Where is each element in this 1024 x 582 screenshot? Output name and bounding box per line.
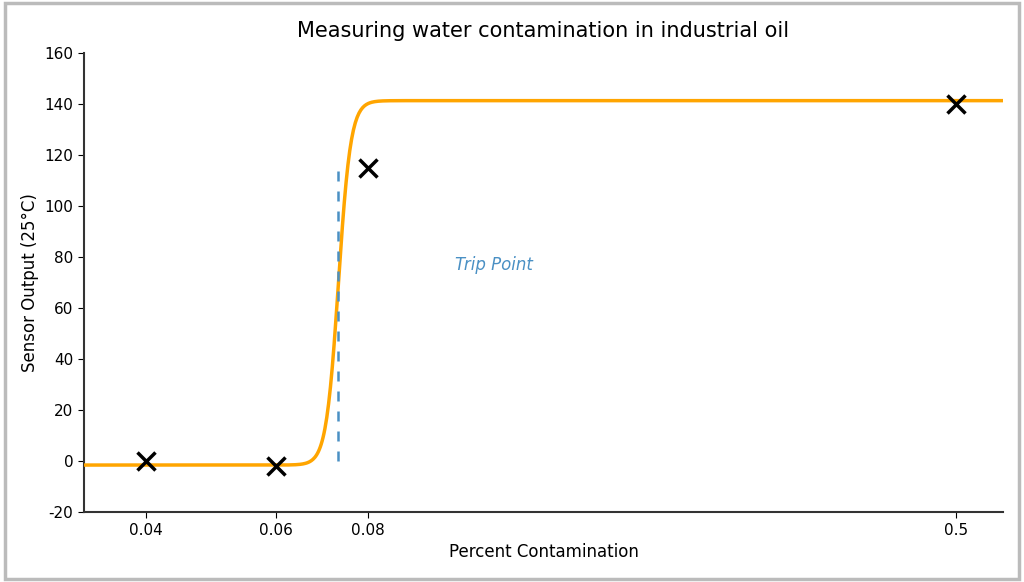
Title: Measuring water contamination in industrial oil: Measuring water contamination in industr… xyxy=(297,21,790,41)
Y-axis label: Sensor Output (25°C): Sensor Output (25°C) xyxy=(20,193,39,372)
X-axis label: Percent Contamination: Percent Contamination xyxy=(449,543,638,561)
Text: Trip Point: Trip Point xyxy=(455,256,532,274)
